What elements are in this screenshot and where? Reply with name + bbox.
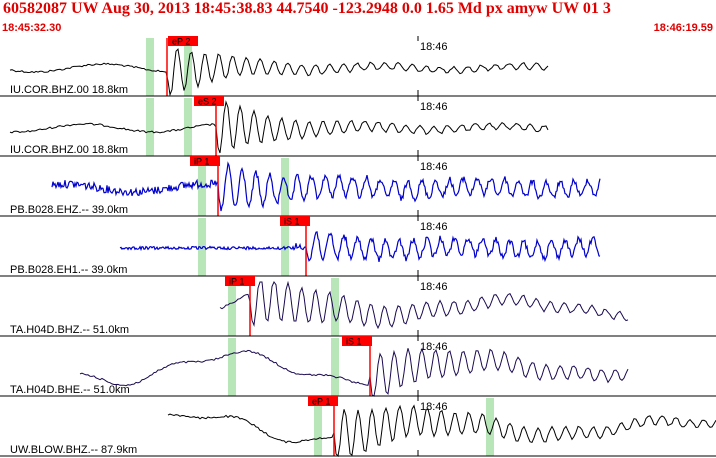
pick-flag-label: eP 2 (172, 37, 190, 47)
pick-flag-label: iS 1 (284, 217, 300, 227)
waveform (79, 347, 629, 397)
trace-panel[interactable]: 18:46 iP 1 PB.B028.EHZ.-- 39.0km (0, 156, 716, 217)
pick-flag[interactable]: eS 2 (194, 96, 224, 107)
event-title: 60582087 UW Aug 30, 2013 18:45:38.83 44.… (3, 0, 611, 17)
station-label: IU.COR.BHZ.00 18.8km (10, 144, 128, 156)
pick-flag-label: iP 1 (229, 277, 244, 287)
time-window[interactable] (331, 338, 339, 396)
time-window[interactable] (146, 98, 154, 156)
time-window[interactable] (146, 38, 154, 96)
time-end-label: 18:46:19.59 (653, 22, 713, 34)
pick-flag-box (225, 276, 255, 286)
time-window[interactable] (228, 338, 236, 396)
time-window[interactable] (281, 158, 289, 216)
time-start-label: 18:45:32.30 (2, 22, 62, 34)
pick-flag-label: iP 1 (194, 157, 209, 167)
pick-flag[interactable]: iS 1 (280, 216, 310, 227)
time-window[interactable] (228, 278, 236, 336)
station-label: PB.B028.EH1.-- 39.0km (10, 264, 127, 276)
trace-panel[interactable]: 18:46 iS 1 PB.B028.EH1.-- 39.0km (0, 216, 716, 277)
minute-label: 18:46 (420, 341, 448, 353)
minute-label: 18:46 (420, 281, 448, 293)
minute-label: 18:46 (420, 161, 448, 173)
minute-label: 18:46 (420, 41, 448, 53)
waveform (119, 231, 601, 263)
station-label: TA.H04D.BHE.-- 51.0km (10, 384, 130, 396)
pick-flag-box (168, 36, 198, 46)
time-window[interactable] (281, 218, 289, 276)
time-window[interactable] (314, 398, 322, 456)
trace-panel[interactable]: 18:46 eP 1 UW.BLOW.BHZ.-- 87.9km (0, 396, 716, 458)
minute-label: 18:46 (420, 221, 448, 233)
trace-panel[interactable]: 18:46 eP 2 IU.COR.BHZ.00 18.8km (0, 36, 716, 97)
waveform (9, 100, 549, 154)
pick-flag[interactable]: iP 1 (225, 276, 255, 287)
pick-flag-box (280, 216, 310, 226)
minute-label: 18:46 (420, 101, 448, 113)
time-window[interactable] (331, 278, 339, 336)
pick-flag[interactable]: iP 1 (190, 156, 220, 167)
pick-flag-label: eS 2 (198, 97, 217, 107)
waveform (51, 161, 601, 212)
trace-panel[interactable]: 18:46 iP 1 TA.H04D.BHZ.-- 51.0km (0, 276, 716, 337)
pick-flag-box (194, 96, 224, 106)
pick-flag[interactable]: iS 1 (342, 336, 372, 347)
time-window[interactable] (198, 218, 206, 276)
header-bar: 60582087 UW Aug 30, 2013 18:45:38.83 44.… (0, 0, 716, 36)
waveform (167, 404, 716, 458)
waveform (9, 48, 549, 97)
station-label: IU.COR.BHZ.00 18.8km (10, 84, 128, 96)
pick-flag[interactable]: eP 2 (168, 36, 198, 47)
pick-flag-box (190, 156, 220, 166)
waveform (219, 280, 629, 330)
station-label: TA.H04D.BHZ.-- 51.0km (10, 324, 129, 336)
station-label: UW.BLOW.BHZ.-- 87.9km (10, 444, 137, 456)
minute-label: 18:46 (420, 401, 448, 413)
trace-panel[interactable]: 18:46 iS 1 TA.H04D.BHE.-- 51.0km (0, 336, 716, 397)
pick-flag-box (308, 396, 338, 406)
seismogram-panel[interactable]: 18:46 eP 2 IU.COR.BHZ.00 18.8km 18:46 eS 2 IU… (0, 36, 716, 458)
pick-flag-label: iS 1 (346, 337, 362, 347)
pick-flag[interactable]: eP 1 (308, 396, 338, 407)
pick-flag-box (342, 336, 372, 346)
trace-panel[interactable]: 18:46 eS 2 IU.COR.BHZ.00 18.8km (0, 96, 716, 157)
station-label: PB.B028.EHZ.-- 39.0km (10, 204, 128, 216)
pick-flag-label: eP 1 (312, 397, 330, 407)
time-window[interactable] (486, 398, 494, 456)
